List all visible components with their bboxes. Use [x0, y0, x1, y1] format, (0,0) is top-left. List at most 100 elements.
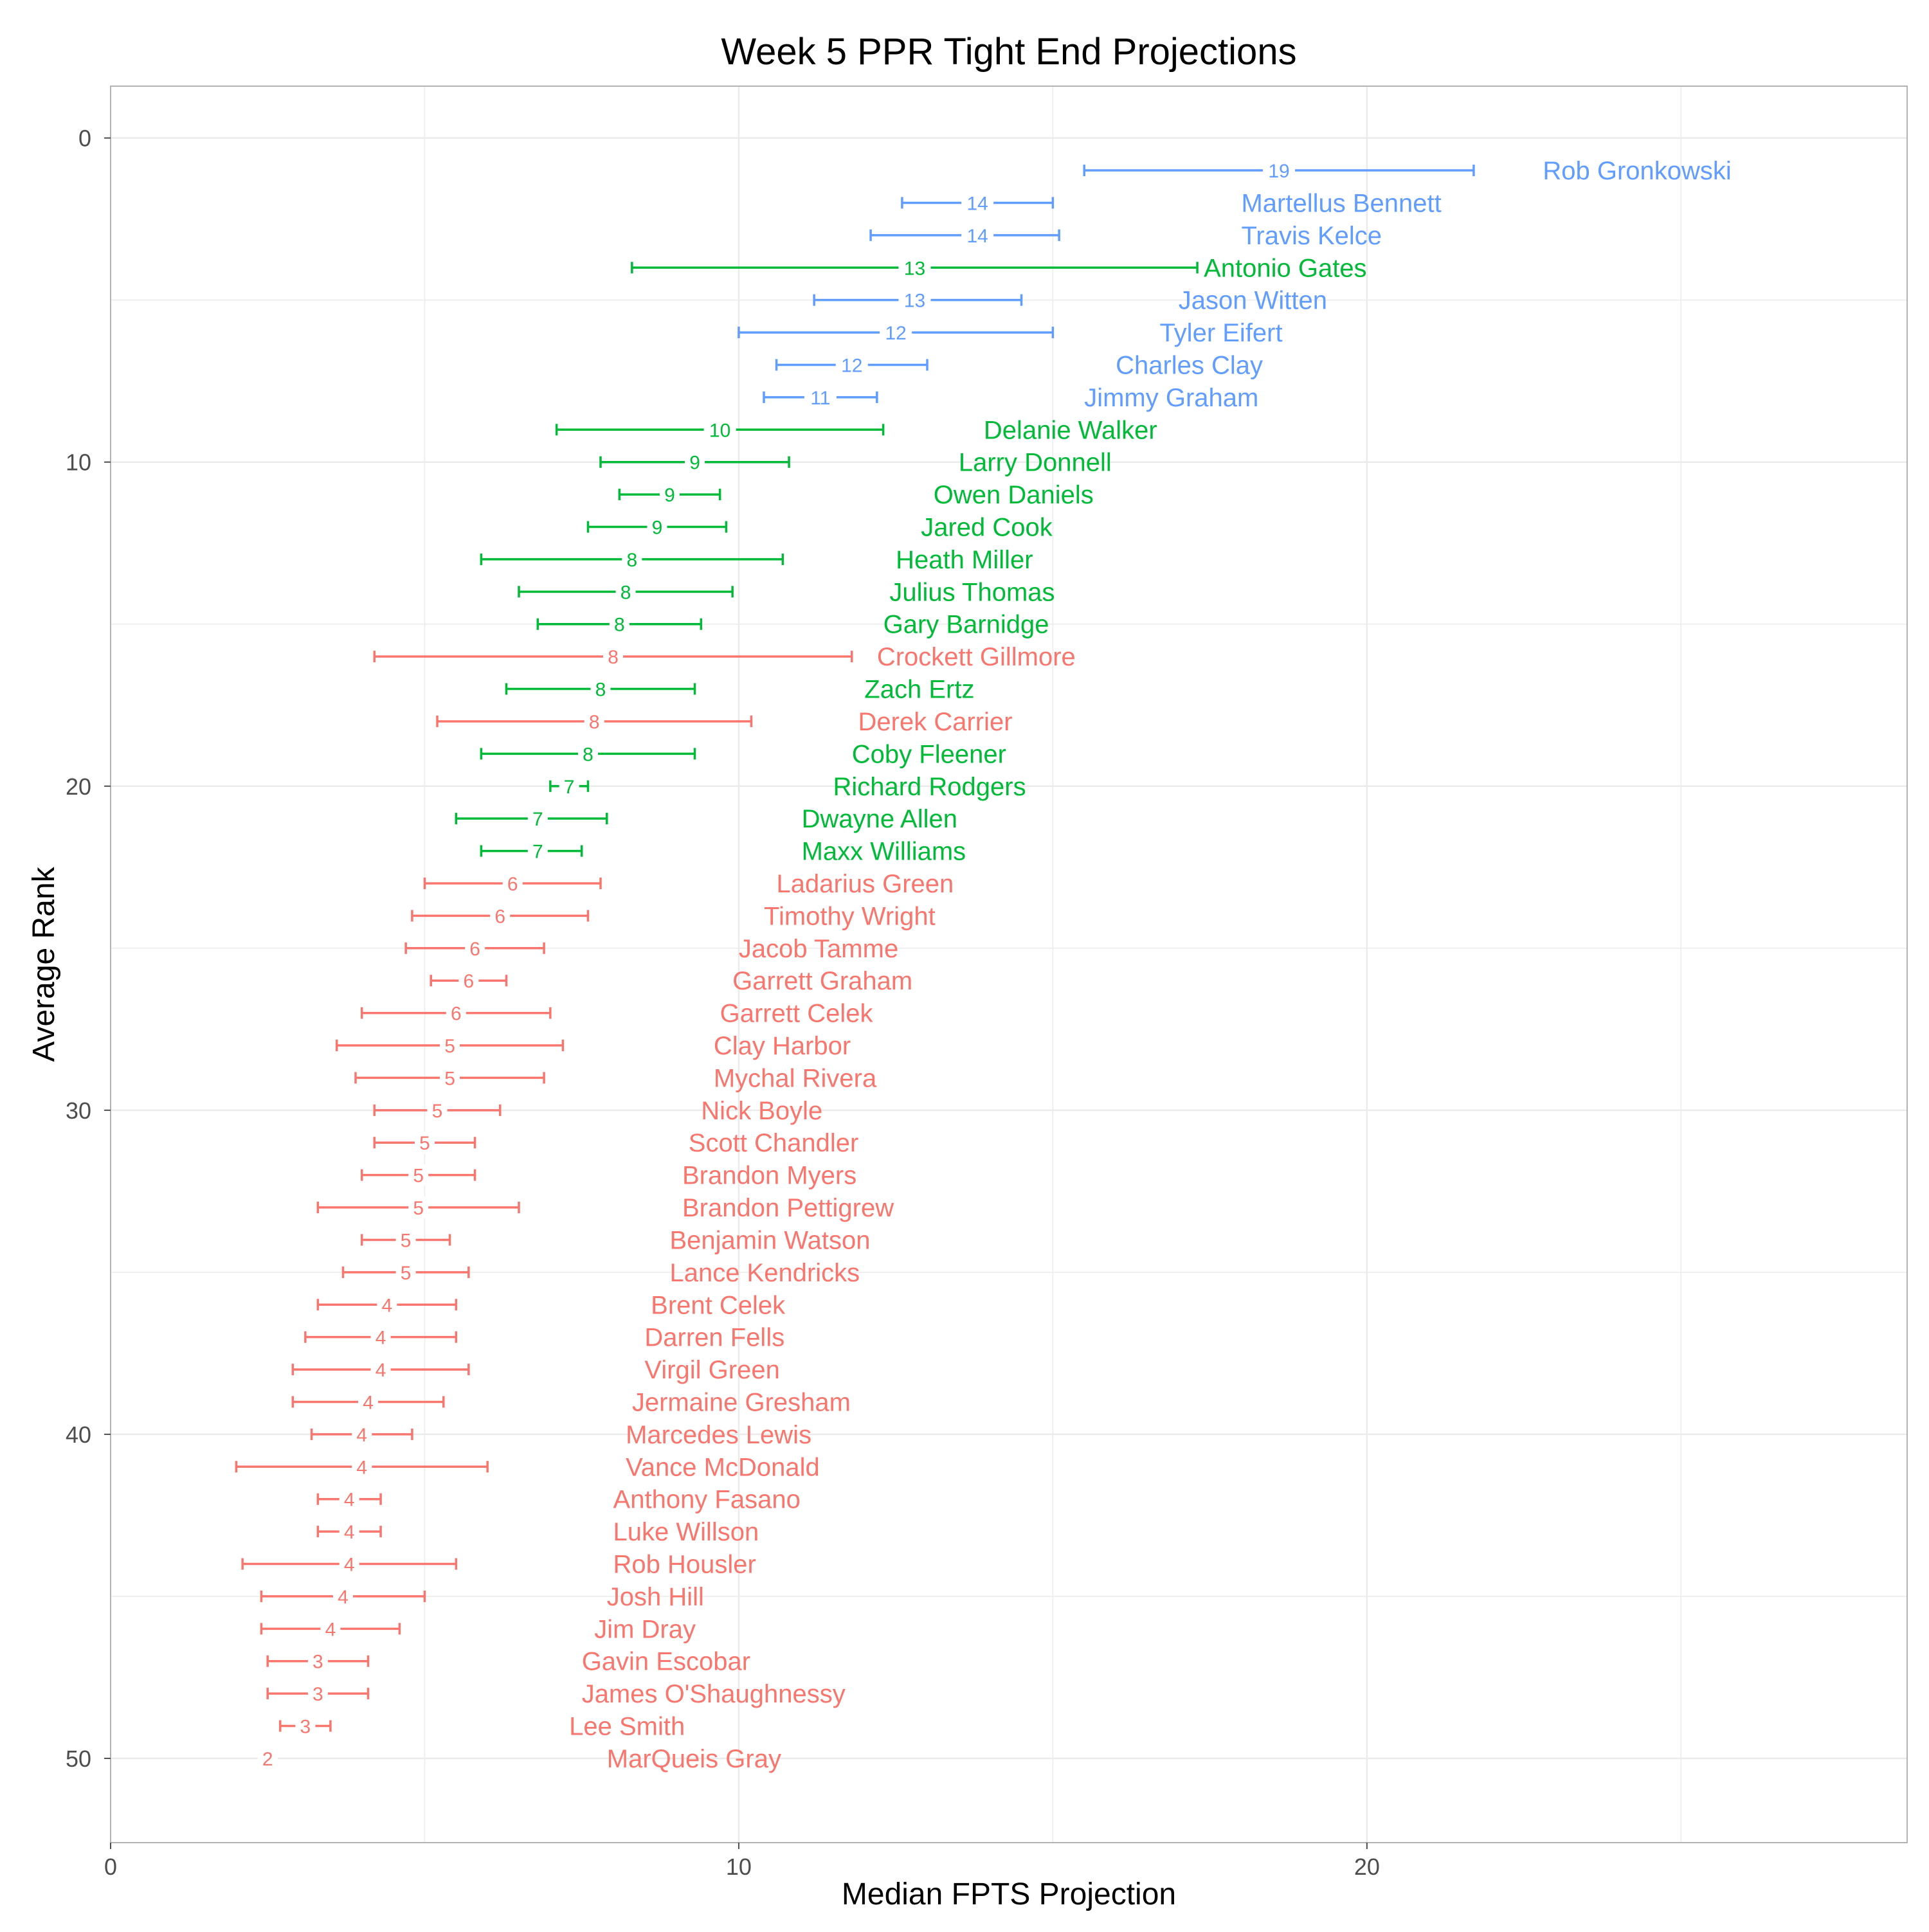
median-label: 6 [494, 906, 505, 927]
player-name-label: Jimmy Graham [1084, 384, 1258, 412]
player-row: 5 Mychal Rivera [354, 1064, 877, 1092]
player-name-label: Virgil Green [644, 1356, 779, 1384]
tier-label-background [446, 1002, 466, 1024]
player-row: 7 Maxx Williams [480, 838, 966, 866]
chart-title: Week 5 PPR Tight End Projections [721, 31, 1296, 73]
player-name-label: Brent Celek [651, 1291, 786, 1319]
player-row: 8 Crockett Gillmore [373, 643, 1076, 671]
player-name-label: Vance McDonald [626, 1453, 820, 1481]
median-label: 3 [300, 1717, 311, 1738]
player-name-label: Garrett Celek [720, 1000, 874, 1028]
tier-label-background [590, 678, 611, 700]
player-row: 7 Dwayne Allen [455, 805, 957, 833]
median-label: 4 [325, 1619, 336, 1640]
median-label: 6 [451, 1004, 462, 1025]
tier-label-background [609, 613, 629, 635]
median-label: 3 [312, 1652, 323, 1673]
median-label: 8 [627, 550, 638, 571]
tier-label-background [880, 321, 912, 344]
y-tick-label: 30 [66, 1097, 91, 1124]
player-row: 13 Jason Witten [813, 287, 1327, 315]
player-row: 9 Owen Daniels [618, 481, 1094, 509]
tier-label-background [257, 1747, 278, 1769]
player-name-label: Luke Willson [613, 1518, 759, 1546]
player-row: 8 Zach Ertz [505, 676, 974, 704]
tier-label-background [414, 1132, 435, 1154]
player-name-label: Dwayne Allen [802, 805, 957, 833]
tier-label-background [295, 1715, 316, 1737]
median-label: 2 [262, 1749, 273, 1770]
tier-label-background [408, 1164, 429, 1186]
player-name-label: Gavin Escobar [582, 1648, 750, 1676]
median-label: 4 [376, 1328, 386, 1349]
player-name-label: Anthony Fasano [613, 1486, 801, 1514]
median-label: 5 [401, 1263, 412, 1284]
median-label: 8 [614, 615, 625, 636]
median-label: 7 [532, 842, 543, 863]
median-label: 5 [444, 1068, 455, 1089]
player-row: 14 Martellus Bennett [901, 189, 1442, 217]
median-label: 5 [432, 1101, 443, 1122]
median-label: 6 [464, 971, 475, 992]
player-name-label: Tyler Eifert [1159, 319, 1282, 347]
player-name-label: Benjamin Watson [669, 1226, 870, 1254]
median-label: 13 [904, 291, 925, 312]
tier-label-background [307, 1683, 328, 1705]
player-name-label: Jermaine Gresham [632, 1388, 851, 1416]
tier-label-background [577, 743, 598, 765]
plot-panel-border [110, 86, 1908, 1843]
median-label: 4 [344, 1490, 355, 1511]
tier-label-background [703, 419, 736, 441]
player-row: 3 Gavin Escobar [266, 1648, 750, 1676]
player-row: 6 Garrett Celek [361, 1000, 874, 1028]
player-name-label: Julius Thomas [889, 578, 1055, 606]
player-row: 8 Derek Carrier [436, 708, 1013, 736]
tier-label-background [527, 808, 548, 830]
x-tick-label: 0 [104, 1854, 117, 1880]
player-row: 3 James O'Shaughnessy [266, 1680, 846, 1708]
median-label: 5 [401, 1230, 412, 1251]
player-row: 19 Rob Gronkowski [1083, 157, 1732, 185]
player-row: 12 Tyler Eifert [738, 319, 1283, 347]
player-name-label: Jared Cook [921, 514, 1053, 542]
median-label: 4 [376, 1360, 386, 1381]
tier-label-background [685, 451, 705, 473]
tier-label-background [465, 937, 485, 959]
tier-label-background [804, 386, 837, 408]
player-row: 5 Brandon Myers [361, 1162, 856, 1190]
player-row: 5 Scott Chandler [373, 1129, 858, 1157]
player-row: 4 Brent Celek [316, 1291, 786, 1319]
player-row: 8 Julius Thomas [518, 578, 1055, 606]
tier-label-background [377, 1294, 397, 1316]
median-label: 4 [344, 1522, 355, 1543]
player-row: 4 Darren Fells [304, 1324, 784, 1352]
player-row: 5 Clay Harbor [335, 1032, 851, 1060]
tier-label-background [440, 1067, 460, 1089]
median-label: 8 [589, 712, 600, 733]
player-name-label: Martellus Bennett [1241, 189, 1441, 217]
median-label: 9 [652, 518, 663, 539]
player-name-label: Crockett Gillmore [877, 643, 1076, 671]
player-row: 14 Travis Kelce [869, 222, 1382, 250]
tier-label-background [339, 1521, 359, 1543]
player-marks: 19 Rob Gronkowski 14 Martellus Bennett 14 Tra… [235, 157, 1732, 1773]
median-label: 5 [413, 1166, 424, 1187]
tier-label-background [427, 1099, 448, 1121]
tier-label-background [320, 1618, 341, 1640]
player-row: 4 Vance McDonald [235, 1453, 820, 1481]
tier-label-background [622, 548, 642, 570]
tier-label-background [339, 1488, 359, 1510]
player-row: 5 Benjamin Watson [361, 1226, 870, 1254]
player-row: 5 Lance Kendricks [341, 1259, 860, 1287]
median-label: 4 [382, 1295, 393, 1316]
player-row: 2 MarQueis Gray [257, 1745, 781, 1773]
player-row: 7 Richard Rodgers [549, 773, 1026, 801]
grid-lines [111, 86, 1907, 1843]
player-row: 4 Jim Dray [260, 1615, 696, 1643]
player-name-label: Zach Ertz [864, 676, 974, 704]
median-label: 8 [583, 744, 593, 765]
tier-label-background [615, 581, 636, 603]
x-axis-title: Median FPTS Projection [842, 1877, 1176, 1911]
median-label: 4 [356, 1457, 367, 1478]
